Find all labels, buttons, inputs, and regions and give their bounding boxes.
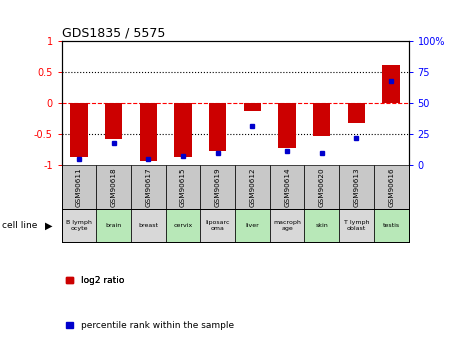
Text: breast: breast (138, 223, 159, 228)
FancyBboxPatch shape (374, 166, 408, 209)
FancyBboxPatch shape (339, 209, 374, 242)
Bar (209, 104, 227, 151)
Bar (348, 104, 365, 123)
Text: cervix: cervix (173, 223, 193, 228)
Text: ▶: ▶ (45, 220, 53, 230)
FancyBboxPatch shape (270, 209, 304, 242)
FancyBboxPatch shape (200, 166, 235, 209)
Text: GSM90616: GSM90616 (388, 168, 394, 207)
FancyBboxPatch shape (339, 166, 374, 209)
Text: T lymph
oblast: T lymph oblast (344, 220, 369, 231)
Legend: percentile rank within the sample: percentile rank within the sample (66, 321, 234, 330)
FancyBboxPatch shape (374, 209, 408, 242)
FancyBboxPatch shape (96, 209, 131, 242)
FancyBboxPatch shape (304, 166, 339, 209)
Text: brain: brain (105, 223, 122, 228)
FancyBboxPatch shape (62, 209, 96, 242)
Bar (313, 104, 331, 136)
Text: GSM90612: GSM90612 (249, 168, 256, 207)
FancyBboxPatch shape (304, 209, 339, 242)
FancyBboxPatch shape (200, 209, 235, 242)
Text: GSM90613: GSM90613 (353, 168, 360, 207)
Bar (70, 104, 88, 157)
Legend: log2 ratio: log2 ratio (66, 276, 124, 285)
Bar (278, 104, 296, 148)
FancyBboxPatch shape (62, 166, 96, 209)
Text: GSM90618: GSM90618 (111, 168, 117, 207)
Bar (105, 104, 123, 139)
Text: liposarc
oma: liposarc oma (206, 220, 230, 231)
Text: GDS1835 / 5575: GDS1835 / 5575 (62, 27, 165, 40)
Bar (244, 104, 261, 111)
Text: GSM90615: GSM90615 (180, 168, 186, 207)
Text: GSM90620: GSM90620 (319, 168, 325, 207)
FancyBboxPatch shape (131, 166, 166, 209)
Text: GSM90614: GSM90614 (284, 168, 290, 207)
Text: cell line: cell line (2, 221, 38, 230)
Bar (382, 65, 400, 104)
FancyBboxPatch shape (235, 166, 270, 209)
FancyBboxPatch shape (96, 166, 131, 209)
Text: GSM90611: GSM90611 (76, 168, 82, 207)
FancyBboxPatch shape (131, 209, 166, 242)
Text: macroph
age: macroph age (273, 220, 301, 231)
Text: B lymph
ocyte: B lymph ocyte (66, 220, 92, 231)
Text: GSM90619: GSM90619 (215, 168, 221, 207)
FancyBboxPatch shape (166, 166, 200, 209)
Text: testis: testis (382, 223, 400, 228)
Text: skin: skin (315, 223, 328, 228)
Text: GSM90617: GSM90617 (145, 168, 152, 207)
FancyBboxPatch shape (270, 166, 304, 209)
FancyBboxPatch shape (235, 209, 270, 242)
FancyBboxPatch shape (166, 209, 200, 242)
Text: liver: liver (246, 223, 259, 228)
Bar (174, 104, 192, 157)
Bar (140, 104, 157, 161)
